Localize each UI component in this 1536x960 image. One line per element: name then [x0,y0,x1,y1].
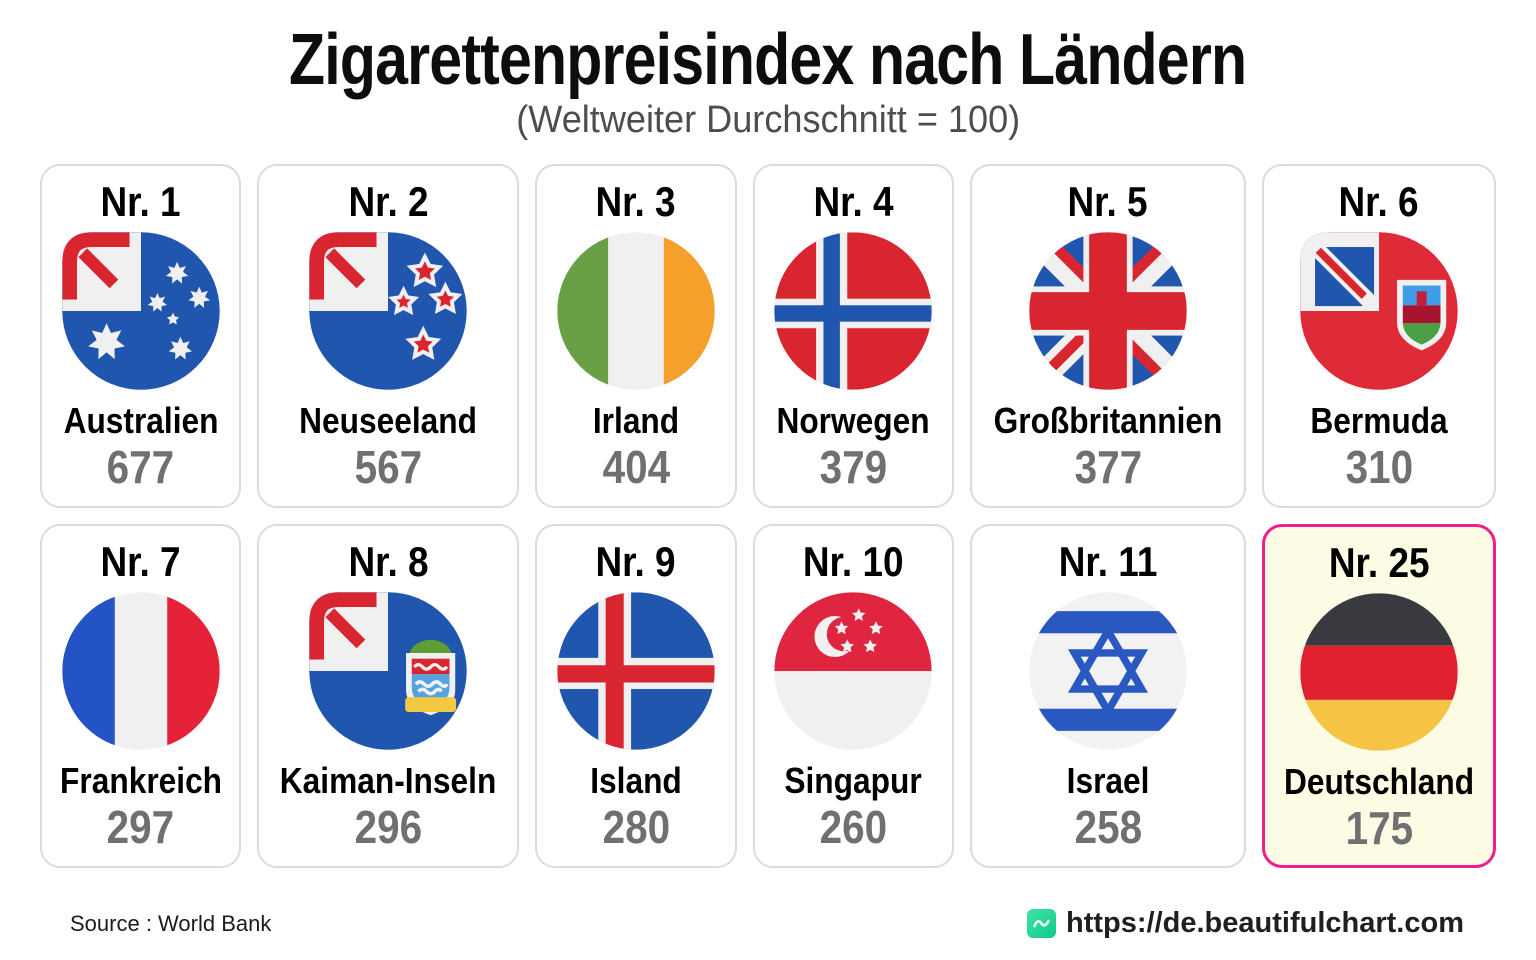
page-title: Zigarettenpreisindex nach Ländern [289,20,1247,100]
rank-label: Nr. 6 [1338,177,1420,225]
flag-singapore-icon [774,592,933,750]
country-card: Nr. 6 Bermuda 310 [1261,163,1496,508]
flag-bermuda-icon [1300,232,1458,390]
header: Zigarettenpreisindex nach Ländern (Weltw… [0,0,1536,142]
country-card: Nr. 3 Irland 404 [535,163,737,508]
country-card: Nr. 1 Australien 677 [40,163,242,508]
rank-label: Nr. 2 [348,177,429,225]
website-link[interactable]: https://de.beautifulchart.com [1027,907,1464,940]
country-name: Bermuda [1310,399,1448,441]
country-card: Nr. 11 Israel 258 [969,523,1246,868]
rank-label: Nr. 25 [1328,538,1430,586]
rank-label: Nr. 1 [100,177,181,225]
country-card: Nr. 10 Singapur 260 [752,523,954,868]
index-value: 260 [819,801,888,854]
index-value: 379 [819,441,888,494]
index-value: 258 [1074,801,1142,854]
flag-norway-icon [774,232,933,390]
country-card: Nr. 7 Frankreich 297 [40,523,242,868]
rank-label: Nr. 11 [1058,537,1158,585]
country-card: Nr. 9 Island 280 [535,523,737,868]
flag-israel-icon [1029,592,1187,750]
rank-label: Nr. 4 [813,177,894,225]
country-name: Irland [592,399,680,441]
country-name: Frankreich [59,759,222,801]
country-name: Neuseeland [299,399,478,441]
flag-france-icon [61,592,220,750]
website-url: https://de.beautifulchart.com [1066,907,1464,939]
country-card: Nr. 4 Norwegen 379 [752,163,954,508]
chart-wave-icon [1027,909,1057,938]
country-name: Großbritannien [993,399,1223,441]
flag-ireland-icon [557,232,715,390]
index-value: 404 [602,441,670,494]
flag-united-kingdom-icon [1029,232,1187,390]
source-text: Source : World Bank [70,910,272,936]
index-value: 310 [1345,441,1413,494]
country-name: Norwegen [776,399,930,441]
country-name: Deutschland [1283,760,1475,802]
index-value: 567 [354,441,423,494]
country-name: Kaiman-Inseln [280,759,497,801]
index-value: 296 [354,801,423,854]
ranking-grid: Nr. 1 Australien 677 Nr. 2 [40,163,1496,868]
country-name: Island [590,759,682,801]
index-value: 297 [106,801,175,854]
country-name: Israel [1066,759,1150,801]
flag-iceland-icon [557,592,715,750]
rank-label: Nr. 10 [802,537,904,585]
rank-label: Nr. 3 [595,177,677,225]
flag-germany-icon [1300,593,1458,751]
country-card: Nr. 5 Großbritannien 377 [969,163,1246,508]
flag-cayman-islands-icon [309,592,468,750]
country-name: Singapur [784,759,922,801]
index-value: 377 [1074,441,1142,494]
country-name: Australien [63,399,219,441]
country-card-highlighted: Nr. 25 Deutschland 175 [1261,523,1496,868]
country-card: Nr. 8 Kaiman-Inseln 296 [257,523,520,868]
country-card: Nr. 2 Neuseeland 567 [257,163,520,508]
flag-australia-icon [61,232,220,390]
page-subtitle: (Weltweiter Durchschnitt = 100) [516,99,1020,141]
index-value: 175 [1345,802,1413,855]
rank-label: Nr. 7 [100,537,181,585]
index-value: 677 [106,441,175,494]
rank-label: Nr. 9 [595,537,677,585]
index-value: 280 [602,801,670,854]
rank-label: Nr. 8 [348,537,429,585]
flag-new-zealand-icon [309,232,468,390]
footer: Source : World Bank https://de.beautiful… [70,907,1464,940]
rank-label: Nr. 5 [1067,177,1149,225]
